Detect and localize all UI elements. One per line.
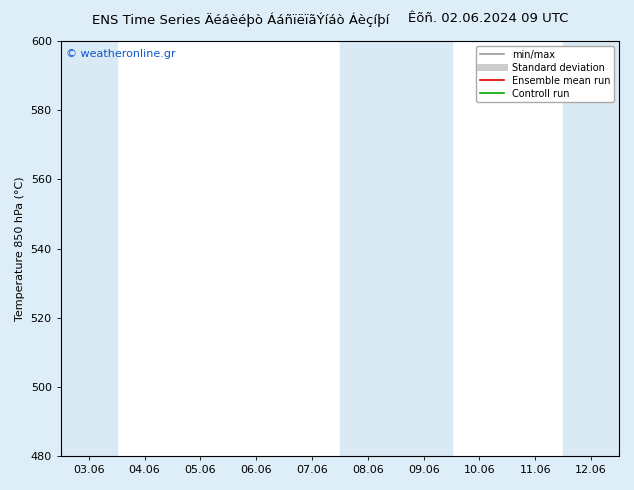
Bar (340, 41, 396, 456)
Legend: min/max, Standard deviation, Ensemble mean run, Controll run: min/max, Standard deviation, Ensemble me… (476, 46, 614, 102)
Text: ENS Time Series Äéáèéþò ÁáñïëïãÝíáò Áèçíþí: ENS Time Series Äéáèéþò ÁáñïëïãÝíáò Áèçí… (92, 12, 390, 27)
Y-axis label: Temperature 850 hPa (°C): Temperature 850 hPa (°C) (15, 176, 25, 321)
Text: Êõñ. 02.06.2024 09 UTC: Êõñ. 02.06.2024 09 UTC (408, 12, 568, 25)
Bar (61, 41, 117, 456)
Bar (396, 41, 451, 456)
Text: © weatheronline.gr: © weatheronline.gr (67, 49, 176, 59)
Bar (563, 41, 619, 456)
